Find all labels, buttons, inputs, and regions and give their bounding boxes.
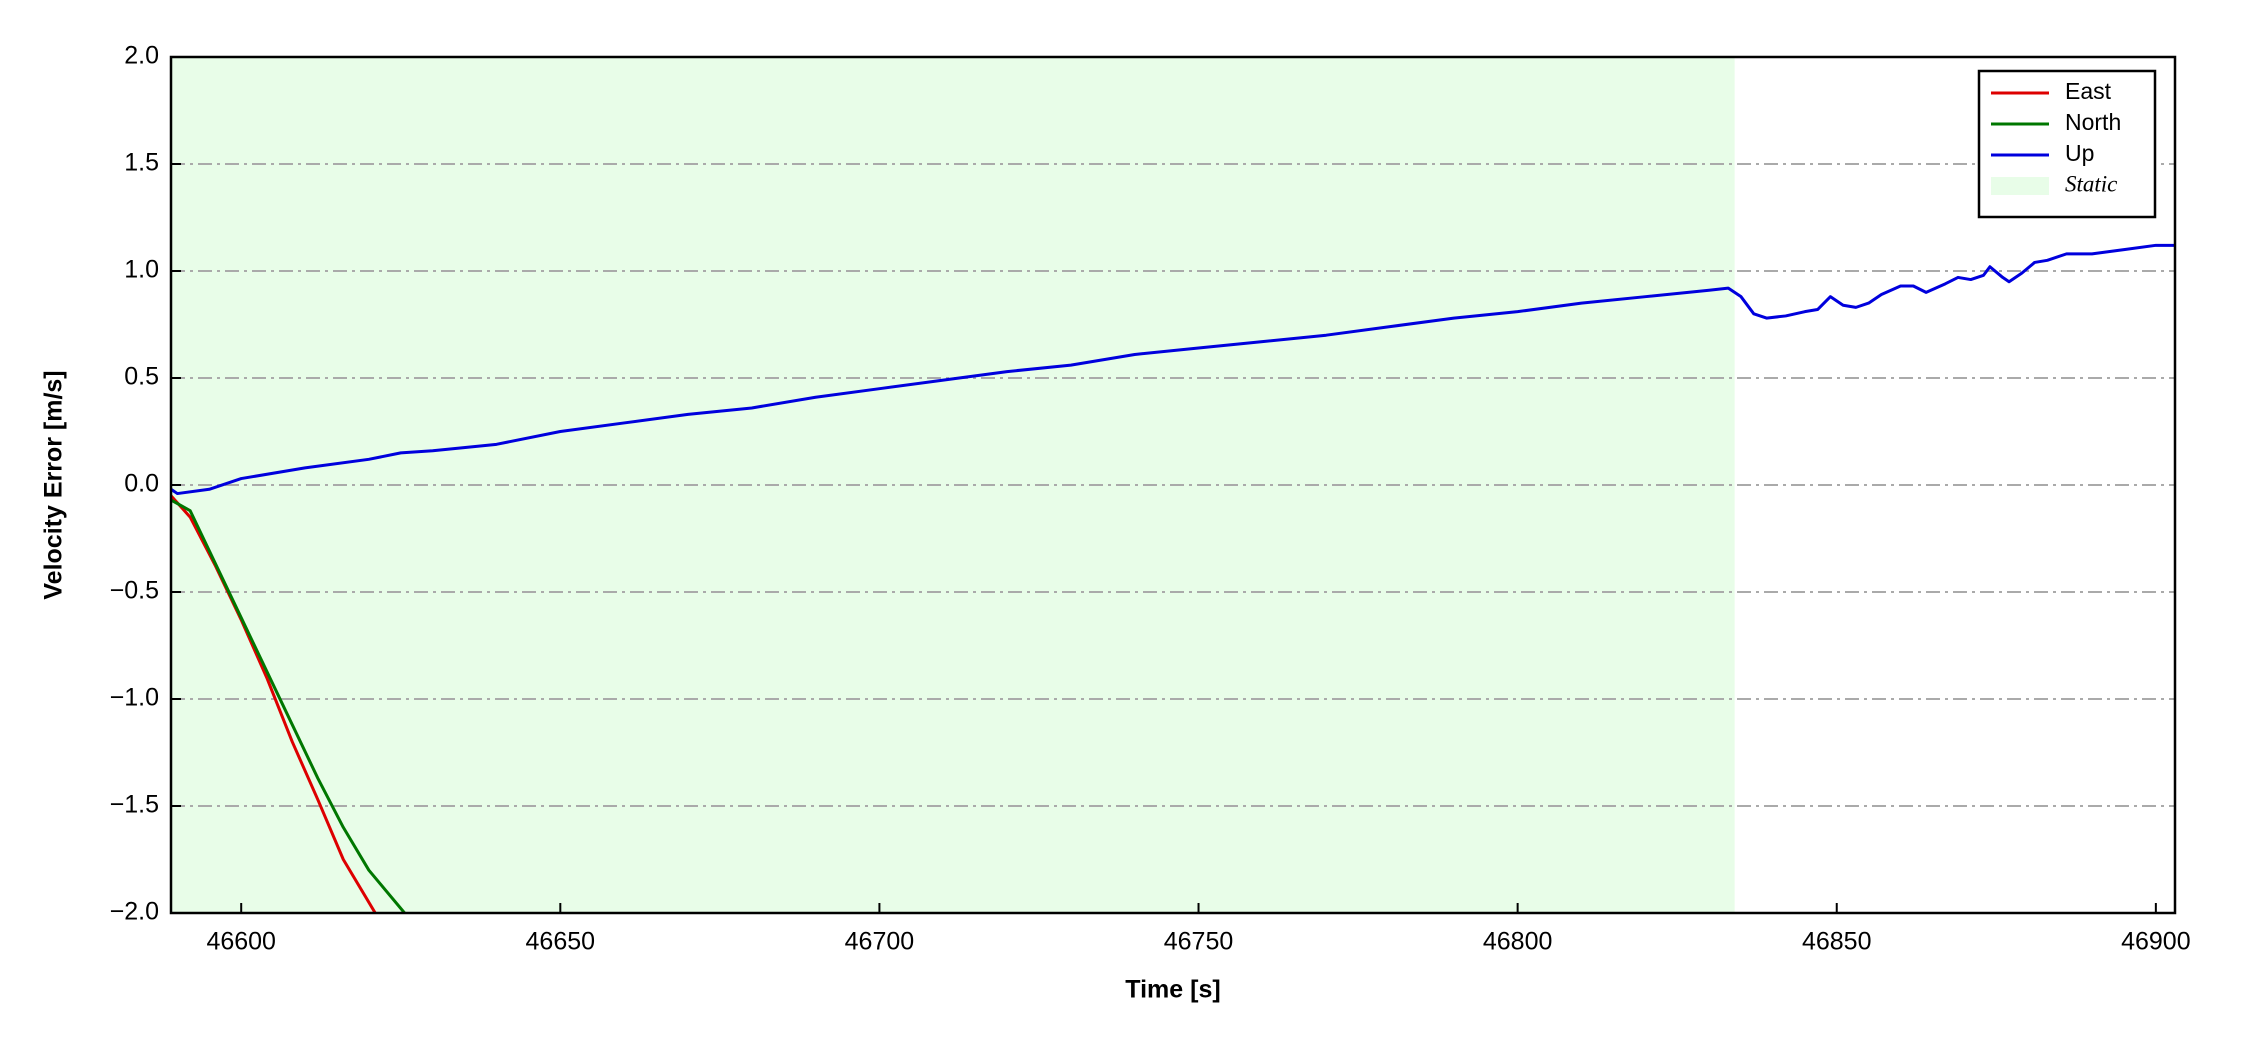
y-tick-label: 1.5 <box>124 149 159 177</box>
legend-label: North <box>2065 109 2121 135</box>
data-line <box>171 498 406 913</box>
y-tick-label: 2.0 <box>124 42 159 70</box>
x-tick-label: 46750 <box>1164 928 1234 956</box>
y-tick-label: −1.5 <box>110 791 159 819</box>
x-tick-label: 46600 <box>206 928 276 956</box>
plot-area <box>171 57 2175 913</box>
y-tick-label: 0.0 <box>124 470 159 498</box>
legend-label: Up <box>2065 140 2094 166</box>
legend-swatch <box>1991 177 2049 195</box>
y-tick-label: −2.0 <box>110 898 159 926</box>
x-tick-label: 46800 <box>1483 928 1553 956</box>
x-tick-label: 46850 <box>1802 928 1872 956</box>
y-tick-label: −0.5 <box>110 577 159 605</box>
legend-label: East <box>2065 78 2112 104</box>
x-tick-label: 46700 <box>845 928 915 956</box>
y-tick-label: 1.0 <box>124 256 159 284</box>
x-tick-label: 46900 <box>2121 928 2191 956</box>
data-line <box>171 494 377 913</box>
plot-frame <box>169 55 2177 915</box>
legend-label: Static <box>2065 171 2117 196</box>
data-line <box>171 243 2175 496</box>
y-tick-label: −1.0 <box>110 684 159 712</box>
x-axis-label: Time [s] <box>1125 976 1220 1004</box>
x-tick-label: 46650 <box>526 928 596 956</box>
y-axis-label: Velocity Error [m/s] <box>40 370 68 599</box>
y-tick-label: 0.5 <box>124 363 159 391</box>
